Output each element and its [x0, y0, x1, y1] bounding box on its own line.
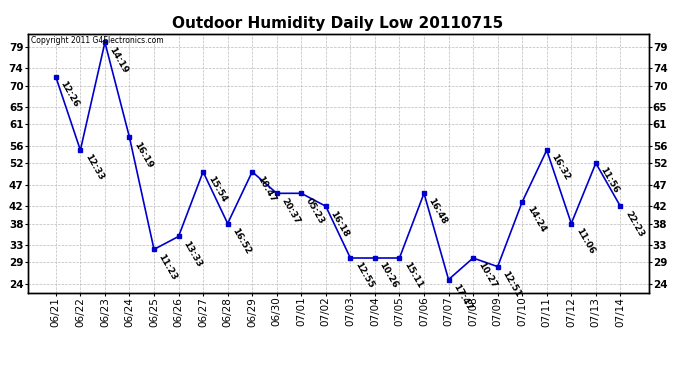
Text: 15:54: 15:54 — [206, 174, 228, 204]
Text: 17:47: 17:47 — [451, 282, 473, 312]
Text: 14:19: 14:19 — [108, 45, 130, 75]
Text: 13:33: 13:33 — [181, 239, 204, 268]
Text: 05:23: 05:23 — [304, 196, 326, 225]
Text: 11:06: 11:06 — [574, 226, 596, 255]
Text: 10:47: 10:47 — [255, 174, 277, 204]
Text: 16:48: 16:48 — [427, 196, 449, 225]
Text: 10:27: 10:27 — [476, 261, 498, 290]
Text: 10:26: 10:26 — [377, 261, 400, 290]
Text: 12:33: 12:33 — [83, 153, 106, 182]
Text: 16:19: 16:19 — [132, 140, 155, 170]
Text: 11:23: 11:23 — [157, 252, 179, 282]
Text: 12:55: 12:55 — [353, 261, 375, 290]
Text: 16:18: 16:18 — [328, 209, 351, 238]
Text: 15:11: 15:11 — [402, 261, 424, 290]
Text: 12:26: 12:26 — [59, 80, 81, 109]
Title: Outdoor Humidity Daily Low 20110715: Outdoor Humidity Daily Low 20110715 — [172, 16, 504, 31]
Text: Copyright 2011 G4Electronics.com: Copyright 2011 G4Electronics.com — [31, 36, 164, 45]
Text: 20:37: 20:37 — [279, 196, 302, 225]
Text: 16:52: 16:52 — [230, 226, 253, 256]
Text: 11:56: 11:56 — [599, 166, 621, 195]
Text: 14:24: 14:24 — [525, 205, 547, 234]
Text: 16:32: 16:32 — [549, 153, 571, 182]
Text: 22:23: 22:23 — [623, 209, 645, 238]
Text: 12:51: 12:51 — [500, 269, 522, 299]
